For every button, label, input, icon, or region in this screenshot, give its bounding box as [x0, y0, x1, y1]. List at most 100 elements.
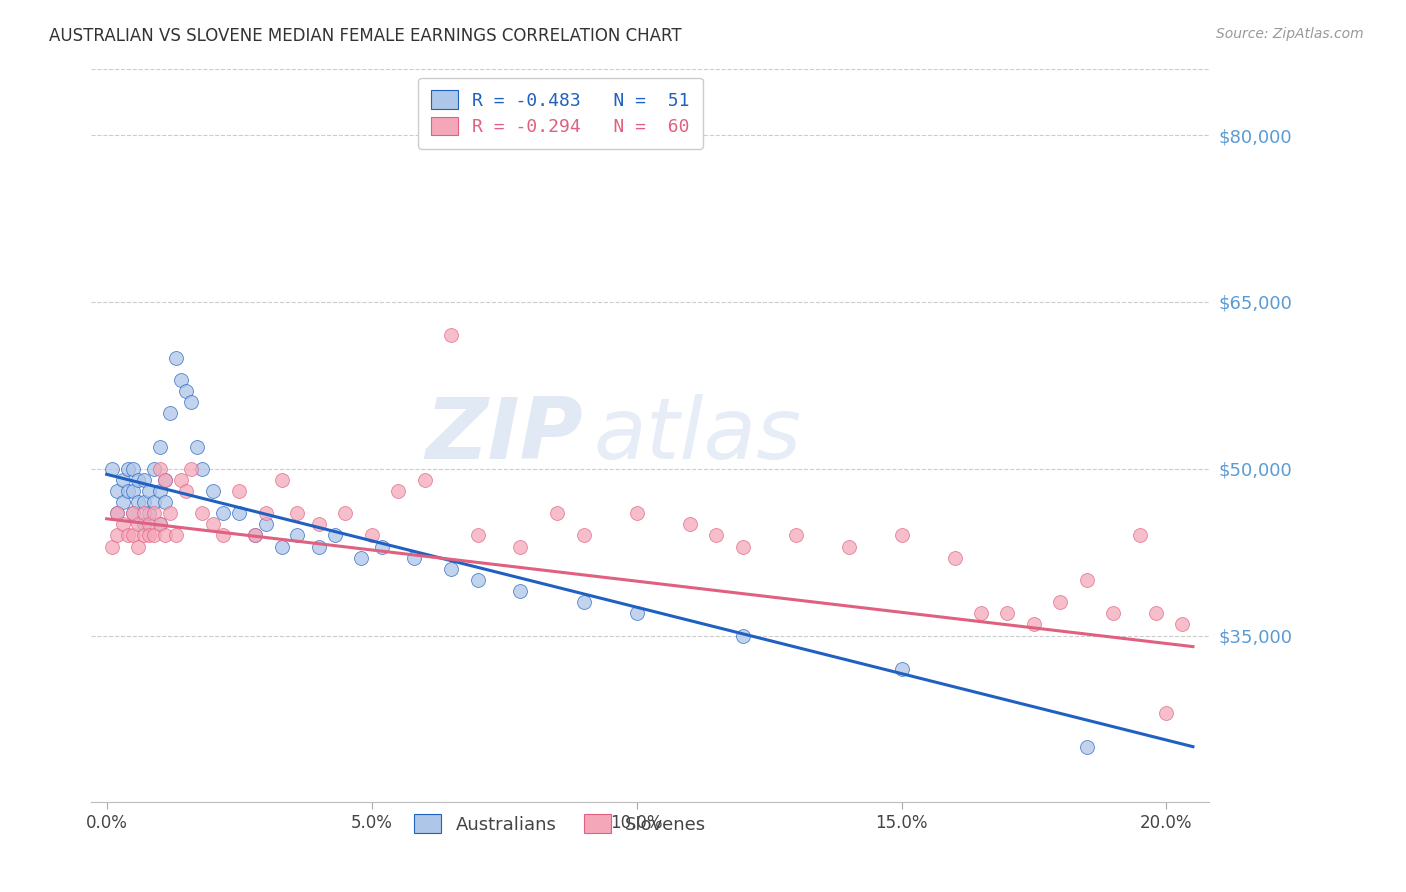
Point [890, 528, 912, 542]
Point [191, 462, 214, 476]
Point [127, 473, 149, 487]
Point [287, 528, 309, 542]
Point [350, 550, 373, 565]
Point [333, 506, 356, 520]
Point [111, 473, 134, 487]
Point [1144, 607, 1167, 621]
Point [387, 483, 409, 498]
Point [165, 351, 187, 365]
Point [201, 483, 224, 498]
Point [117, 462, 139, 476]
Point [105, 506, 128, 520]
Point [308, 540, 330, 554]
Point [254, 517, 277, 532]
Point [122, 506, 145, 520]
Point [1156, 706, 1178, 721]
Point [117, 528, 139, 542]
Point [440, 328, 463, 343]
Text: atlas: atlas [593, 394, 801, 477]
Point [228, 506, 250, 520]
Point [731, 628, 754, 642]
Point [122, 483, 145, 498]
Point [143, 462, 166, 476]
Point [467, 528, 489, 542]
Point [837, 540, 859, 554]
Point [201, 517, 224, 532]
Point [127, 540, 149, 554]
Point [101, 540, 124, 554]
Point [308, 517, 330, 532]
Point [122, 528, 145, 542]
Point [149, 517, 172, 532]
Text: ZIP: ZIP [425, 394, 582, 477]
Point [153, 528, 176, 542]
Point [138, 483, 160, 498]
Point [132, 473, 155, 487]
Point [943, 550, 966, 565]
Point [413, 473, 436, 487]
Point [440, 562, 463, 576]
Point [105, 506, 128, 520]
Point [132, 517, 155, 532]
Point [138, 517, 160, 532]
Point [1171, 617, 1194, 632]
Point [143, 528, 166, 542]
Point [785, 528, 807, 542]
Point [270, 540, 292, 554]
Point [180, 395, 202, 409]
Point [323, 528, 346, 542]
Point [111, 517, 134, 532]
Point [170, 473, 193, 487]
Point [626, 506, 648, 520]
Point [149, 462, 172, 476]
Point [191, 506, 214, 520]
Point [254, 506, 277, 520]
Point [122, 506, 145, 520]
Point [997, 607, 1019, 621]
Point [149, 440, 172, 454]
Point [149, 517, 172, 532]
Point [1076, 573, 1098, 587]
Point [143, 495, 166, 509]
Point [509, 584, 531, 599]
Point [174, 384, 197, 398]
Point [1129, 528, 1152, 542]
Point [186, 440, 208, 454]
Point [1076, 739, 1098, 754]
Point [153, 473, 176, 487]
Point [360, 528, 382, 542]
Point [1022, 617, 1045, 632]
Point [572, 595, 595, 609]
Point [1102, 607, 1125, 621]
Point [170, 373, 193, 387]
Point [287, 506, 309, 520]
Text: Source: ZipAtlas.com: Source: ZipAtlas.com [1216, 27, 1364, 41]
Point [1049, 595, 1071, 609]
Point [243, 528, 266, 542]
Point [122, 462, 145, 476]
Text: AUSTRALIAN VS SLOVENE MEDIAN FEMALE EARNINGS CORRELATION CHART: AUSTRALIAN VS SLOVENE MEDIAN FEMALE EARN… [49, 27, 682, 45]
Point [212, 506, 235, 520]
Point [138, 506, 160, 520]
Point [165, 528, 187, 542]
Point [132, 506, 155, 520]
Point [132, 495, 155, 509]
Point [138, 528, 160, 542]
Point [111, 495, 134, 509]
Point [678, 517, 700, 532]
Point [159, 506, 181, 520]
Point [127, 495, 149, 509]
Point [174, 483, 197, 498]
Point [180, 462, 202, 476]
Point [132, 528, 155, 542]
Point [212, 528, 235, 542]
Point [509, 540, 531, 554]
Point [970, 607, 993, 621]
Point [101, 462, 124, 476]
Point [159, 406, 181, 420]
Point [572, 528, 595, 542]
Point [626, 607, 648, 621]
Point [371, 540, 394, 554]
Point [143, 506, 166, 520]
Point [731, 540, 754, 554]
